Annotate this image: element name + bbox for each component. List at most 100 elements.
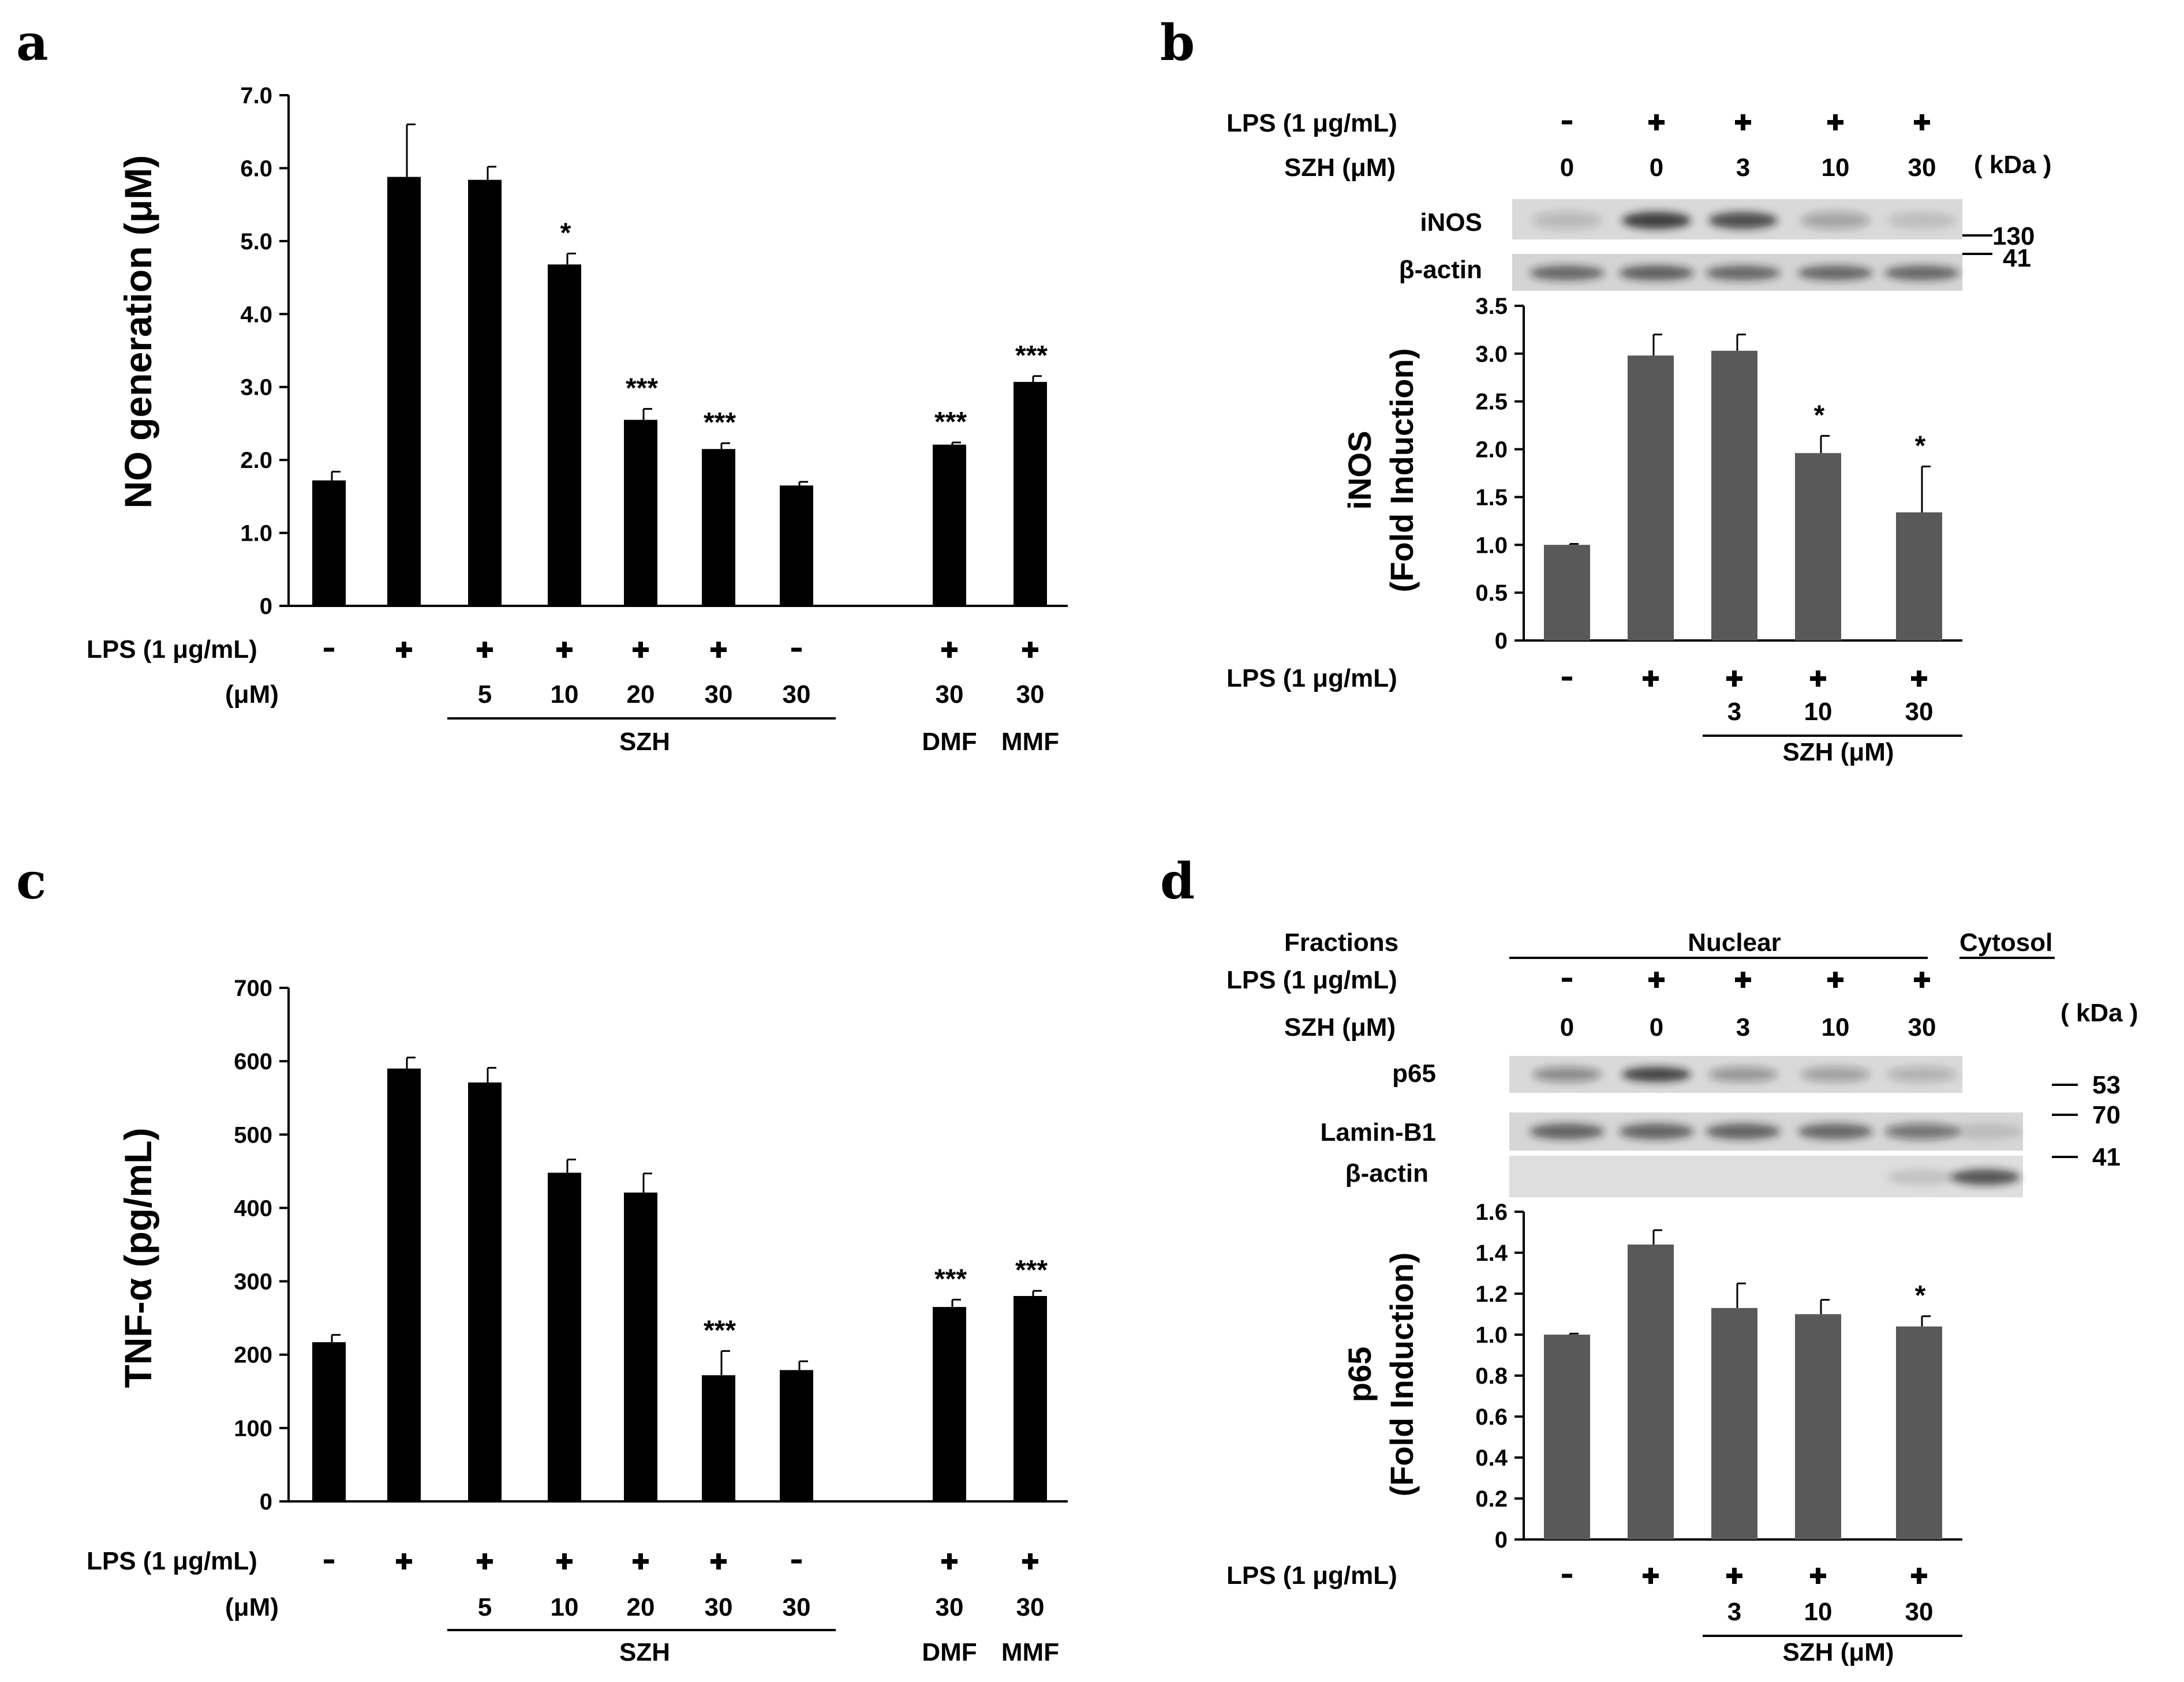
panel-d-blot-lps-label: LPS (1 μg/mL) [1226,966,1397,994]
b-actin-bands-band [1884,265,1959,280]
panel-a-ytick-label: 7.0 [240,83,272,108]
panel-d-dose-value: 3 [1727,1598,1741,1626]
panel-d-ytick-label: 1.4 [1475,1241,1508,1266]
b-inos-bands-band [1801,212,1870,229]
panel-a-dose-label: (μM) [225,680,279,709]
panel-c-mmf-label: MMF [1001,1638,1059,1666]
panel-c-bar [1014,1296,1047,1501]
b-inos-bands-band [1532,212,1602,229]
panel-b-dose-value: 3 [1727,698,1741,726]
panel-b-blot-szh-value: 3 [1736,153,1750,182]
panel-b-szh-label: SZH (μM) [1782,738,1894,766]
panel-b-ylabel2: (Fold Induction) [1383,349,1420,593]
panel-a: a NO generation (μM) 0 1.0 2.0 3.0 4.0 5.0 6.0… [16,14,1068,756]
panel-b-blot-szh-value: 10 [1822,153,1850,182]
panel-a-letter: a [16,14,48,72]
panel-b-bar [1795,453,1841,640]
panel-a-significance: *** [626,373,658,404]
b-inos-bands-band [1887,212,1957,229]
panel-d-ytick-label: 1.6 [1475,1200,1508,1225]
panel-b-significance: * [1915,430,1926,461]
panel-b-dose-value: 10 [1804,698,1833,726]
panel-d-szh-label: SZH (μM) [1782,1638,1894,1666]
panel-c-dose-value: 30 [936,1593,964,1621]
panel-a-dose-value: 30 [705,680,733,709]
panel-b-marker-41: 41 [2003,244,2031,272]
panel-b-lps-label: LPS (1 μg/mL) [1226,664,1397,692]
panel-d-dose-value: 30 [1905,1598,1934,1626]
panel-b-blot-lps-label: LPS (1 μg/mL) [1226,109,1397,137]
panel-a-ytick-label: 2.0 [240,448,272,473]
panel-b-kda-title: ( kDa ) [1974,151,2051,179]
panel-d-kda-title: ( kDa ) [2060,999,2138,1027]
panel-b-blot-szh-value: 0 [1560,153,1574,182]
panel-c-ytick-label: 300 [234,1269,272,1295]
panel-a-bar [468,179,502,606]
panel-c-dose-value: 30 [705,1593,733,1621]
panel-a-significance: * [560,218,571,248]
panel-d-ytick-label: 1.0 [1475,1323,1508,1348]
panel-c-ytick-label: 0 [260,1489,272,1515]
panel-b-ytick-label: 3.5 [1475,294,1508,319]
d-p65-bands-band [1708,1067,1778,1082]
panel-c-significance: *** [934,1264,967,1294]
panel-d-blot-szh-value: 0 [1650,1013,1663,1042]
panel-d-ytick-label: 0.2 [1475,1486,1508,1512]
panel-a-ytick-label: 1.0 [240,521,272,546]
panel-a-bar [780,485,813,606]
panel-c-bar [780,1370,813,1501]
panel-d-bar [1544,1335,1590,1539]
panel-a-lps-label: LPS (1 μg/mL) [87,635,257,664]
b-actin-bands-band [1619,265,1694,280]
panel-d-ylabel2: (Fold Induction) [1383,1253,1420,1497]
panel-a-ytick-label: 0 [260,594,272,619]
panel-b-significance: * [1814,400,1825,430]
panel-b-bar [1711,350,1757,640]
d-lamin-bands-band [1529,1123,1605,1140]
panel-d-bar [1628,1244,1674,1539]
panel-c-bar [312,1342,346,1501]
b-actin-bands-band [1529,265,1605,280]
panel-b-ytick-label: 2.5 [1475,389,1508,415]
panel-a-dose-value: 30 [1016,680,1045,709]
panel-b-ytick-label: 1.0 [1475,533,1508,558]
panel-b-ytick-label: 2.0 [1475,437,1508,463]
panel-c-bar [624,1192,657,1501]
panel-b-blot-szh-value: 30 [1908,153,1936,182]
panel-d-nuclear-label: Nuclear [1688,928,1781,957]
panel-d-lps-label: LPS (1 μg/mL) [1226,1561,1397,1590]
panel-c-bar [387,1068,421,1501]
panel-d-bar [1795,1314,1841,1539]
panel-a-significance: *** [934,407,967,437]
panel-c-ytick-label: 700 [234,976,272,1001]
panel-b-ytick-label: 3.0 [1475,342,1508,367]
panel-c-bar [933,1307,966,1501]
panel-d-marker-53: 53 [2092,1071,2121,1099]
panel-b-bar [1544,545,1590,640]
panel-c-ytick-label: 100 [234,1416,272,1441]
d-p65-bands-band [1801,1067,1870,1082]
panel-a-bar [624,419,657,606]
panel-d-actin-label: β-actin [1345,1159,1428,1187]
panel-d-fractions-label: Fractions [1284,928,1398,957]
panel-b-ytick-label: 0.5 [1475,580,1508,606]
panel-b-blot-szh-label: SZH (μM) [1284,153,1396,182]
panel-b-bar [1628,355,1674,640]
panel-d: d Fractions Nuclear Cytosol LPS (1 μg/mL… [1160,852,2138,1666]
panel-c-dose-label: (μM) [225,1593,279,1621]
panel-d-cytosol-label: Cytosol [1959,928,2052,957]
panel-c-dose-value: 10 [551,1593,579,1621]
panel-d-p65-label: p65 [1392,1059,1436,1088]
panel-a-bar [312,480,346,606]
panel-d-lamin-label: Lamin-B1 [1321,1118,1436,1147]
panel-a-bar [702,449,735,606]
panel-a-significance: *** [704,407,736,438]
panel-c-bar [548,1172,581,1501]
b-inos-bands-band [1708,212,1778,229]
panel-d-blot-szh-label: SZH (μM) [1284,1013,1396,1042]
panel-c-bar [702,1375,735,1501]
panel-a-dose-value: 5 [478,680,492,709]
panel-c-lps-label: LPS (1 μg/mL) [87,1547,257,1575]
panel-a-bar [933,444,966,606]
panel-c-significance: *** [704,1315,736,1346]
